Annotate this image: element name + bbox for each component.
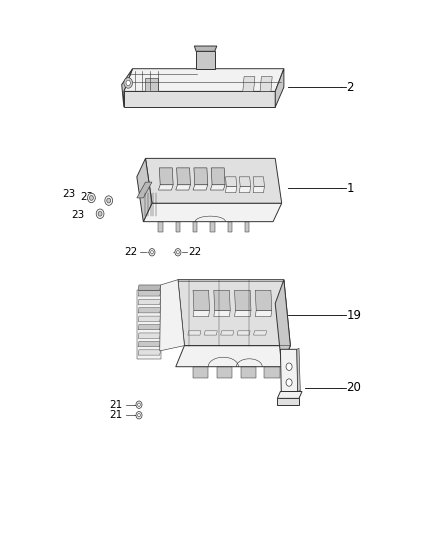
Polygon shape <box>296 391 300 398</box>
Text: 1: 1 <box>346 182 354 195</box>
Circle shape <box>88 193 95 203</box>
Polygon shape <box>204 331 217 335</box>
Polygon shape <box>243 77 255 91</box>
Polygon shape <box>137 182 152 198</box>
Polygon shape <box>275 69 284 107</box>
Polygon shape <box>159 222 163 232</box>
Polygon shape <box>265 367 279 378</box>
Polygon shape <box>188 331 201 335</box>
Polygon shape <box>145 158 282 203</box>
Circle shape <box>175 248 181 256</box>
Polygon shape <box>260 77 272 91</box>
Polygon shape <box>237 331 250 335</box>
Polygon shape <box>194 46 217 51</box>
Polygon shape <box>239 177 251 187</box>
Polygon shape <box>160 280 184 351</box>
Circle shape <box>89 196 93 200</box>
Polygon shape <box>138 342 161 346</box>
Circle shape <box>98 212 102 216</box>
Polygon shape <box>176 345 290 367</box>
Polygon shape <box>193 290 209 310</box>
Polygon shape <box>239 187 251 192</box>
Polygon shape <box>297 348 300 392</box>
Polygon shape <box>255 290 272 310</box>
Circle shape <box>136 401 142 408</box>
Polygon shape <box>138 291 161 296</box>
Polygon shape <box>280 349 298 392</box>
Polygon shape <box>217 367 232 378</box>
Text: 23: 23 <box>62 189 75 199</box>
Polygon shape <box>196 51 215 69</box>
Circle shape <box>96 209 104 219</box>
Polygon shape <box>253 187 265 192</box>
Circle shape <box>149 248 155 256</box>
Polygon shape <box>277 398 299 405</box>
Circle shape <box>286 363 292 370</box>
Polygon shape <box>228 222 232 232</box>
Polygon shape <box>255 310 272 317</box>
Text: 22: 22 <box>189 247 202 257</box>
Polygon shape <box>159 168 173 185</box>
Polygon shape <box>176 222 180 232</box>
Polygon shape <box>138 350 161 355</box>
Polygon shape <box>138 308 161 313</box>
Circle shape <box>107 198 111 203</box>
Polygon shape <box>210 185 225 190</box>
Polygon shape <box>235 290 251 310</box>
Circle shape <box>105 196 113 205</box>
Polygon shape <box>221 331 234 335</box>
Polygon shape <box>124 91 275 107</box>
Polygon shape <box>176 185 191 190</box>
Circle shape <box>138 414 140 417</box>
Polygon shape <box>245 222 249 232</box>
Polygon shape <box>211 168 225 185</box>
Polygon shape <box>177 168 191 185</box>
Polygon shape <box>193 310 209 317</box>
Circle shape <box>151 251 153 254</box>
Polygon shape <box>214 310 230 317</box>
Polygon shape <box>193 185 208 190</box>
Polygon shape <box>138 299 161 304</box>
Polygon shape <box>138 316 161 321</box>
Polygon shape <box>143 203 282 222</box>
Text: 21: 21 <box>110 410 123 420</box>
Polygon shape <box>145 78 159 91</box>
Text: 2: 2 <box>346 80 354 94</box>
Text: 19: 19 <box>346 309 362 321</box>
Circle shape <box>138 403 140 406</box>
Circle shape <box>126 80 131 86</box>
Polygon shape <box>235 310 251 317</box>
Polygon shape <box>279 392 298 398</box>
Polygon shape <box>124 69 284 91</box>
Polygon shape <box>194 168 208 185</box>
Polygon shape <box>193 367 208 378</box>
Polygon shape <box>138 325 161 330</box>
Polygon shape <box>275 280 290 367</box>
Text: 20: 20 <box>346 381 361 394</box>
Polygon shape <box>178 280 290 345</box>
Circle shape <box>136 411 142 419</box>
Circle shape <box>286 379 292 386</box>
Text: 23: 23 <box>80 192 94 202</box>
Polygon shape <box>193 222 198 232</box>
Polygon shape <box>137 158 152 222</box>
Polygon shape <box>138 285 161 290</box>
Polygon shape <box>277 392 302 398</box>
Polygon shape <box>240 367 256 378</box>
Polygon shape <box>253 177 265 187</box>
Text: 23: 23 <box>71 210 84 220</box>
Circle shape <box>124 78 133 88</box>
Polygon shape <box>159 185 173 190</box>
Polygon shape <box>254 331 267 335</box>
Text: 21: 21 <box>110 400 123 410</box>
Polygon shape <box>214 290 230 310</box>
Polygon shape <box>226 177 237 187</box>
Polygon shape <box>122 69 133 107</box>
Circle shape <box>177 251 179 254</box>
Text: 22: 22 <box>124 247 138 257</box>
Polygon shape <box>210 222 215 232</box>
Polygon shape <box>226 187 237 192</box>
Polygon shape <box>137 290 161 359</box>
Polygon shape <box>138 333 161 338</box>
